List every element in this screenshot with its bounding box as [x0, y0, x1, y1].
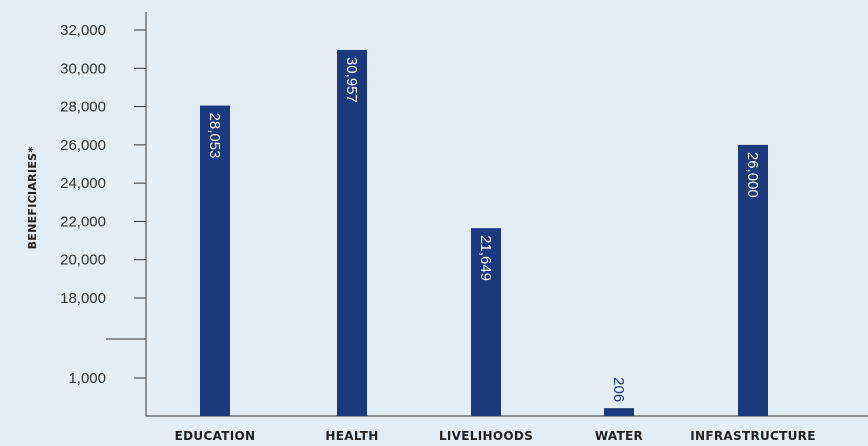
chart-bars — [200, 49, 768, 416]
y-tick-label: 26,000 — [60, 137, 106, 154]
bar — [604, 408, 634, 416]
category-label: EDUCATION — [175, 429, 256, 443]
category-label: HEALTH — [325, 429, 378, 443]
category-label: WATER — [595, 429, 643, 443]
y-tick-label: 28,000 — [60, 99, 106, 116]
y-tick-label: 20,000 — [60, 252, 106, 269]
y-tick-label: 22,000 — [60, 213, 106, 230]
bar — [738, 144, 768, 416]
bar-value-label: 21,649 — [477, 235, 494, 281]
bar-value-label: 26,000 — [744, 152, 761, 198]
bar — [200, 105, 230, 416]
bar-value-labels: 28,053 30,957 21,649 206 26,000 — [206, 57, 761, 402]
category-label: INFRASTRUCTURE — [690, 429, 815, 443]
y-tick-label: 32,000 — [60, 22, 106, 39]
category-labels: EDUCATION HEALTH LIVELIHOODS WATER INFRASTRU… — [175, 429, 816, 443]
y-tick-label: 30,000 — [60, 60, 106, 77]
bar — [337, 49, 367, 416]
y-tick-label: 24,000 — [60, 175, 106, 192]
y-tick-label: 1,000 — [68, 370, 106, 387]
bar-value-label: 30,957 — [343, 57, 360, 103]
y-axis-ticks: 1,000 18,000 20,000 22,000 24,000 26,000 28,00… — [60, 22, 146, 387]
bar-value-label: 206 — [610, 377, 627, 402]
bar — [471, 228, 501, 416]
y-tick-label: 18,000 — [60, 290, 106, 307]
y-axis-label: BENEFICIARIES* — [26, 147, 39, 250]
category-label: LIVELIHOODS — [439, 429, 533, 443]
bar-value-label: 28,053 — [206, 113, 223, 159]
